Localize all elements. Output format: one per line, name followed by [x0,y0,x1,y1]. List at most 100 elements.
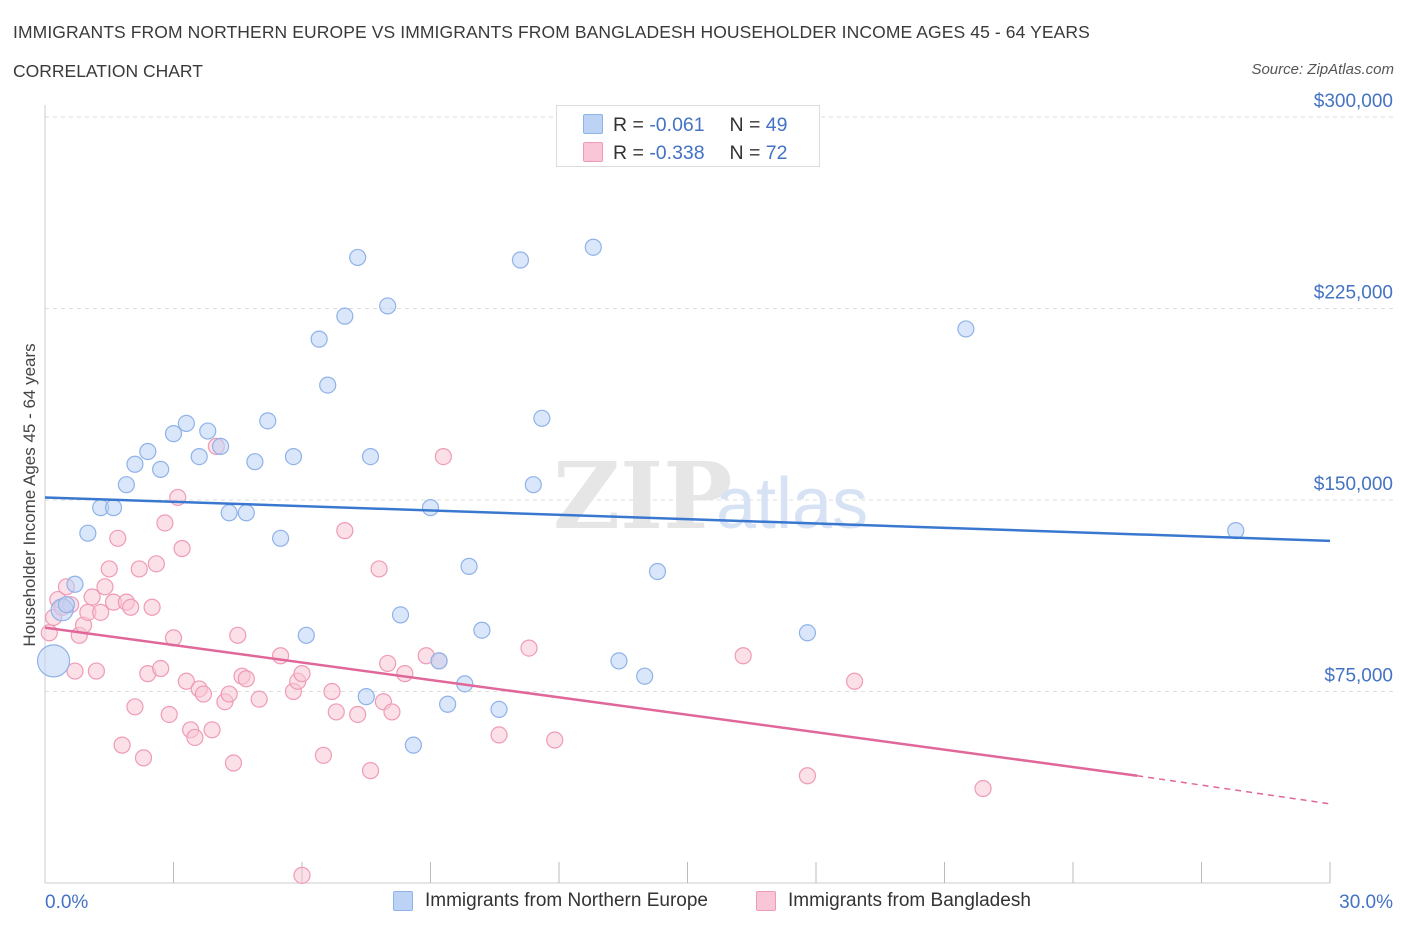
legend-r-value: -0.061 [649,114,705,136]
trend-lines [44,496,1331,805]
data-point [511,251,530,269]
data-point [156,514,174,532]
data-point [610,652,628,670]
data-point [143,598,161,616]
data-point [421,499,440,517]
data-point [391,606,410,624]
watermark-atlas: atlas [716,464,868,544]
source-label: Source: ZipAtlas.com [1251,61,1394,78]
data-point [229,626,247,644]
data-point [100,560,118,578]
data-point [199,422,217,440]
legend-text: R = -0.061 N = 49 [613,114,787,137]
data-point [284,447,303,466]
data-point [203,721,221,739]
data-point [246,453,264,471]
trend-line-northern-europe [44,496,1331,543]
data-point [220,504,238,522]
watermark-zip: ZIP [553,442,732,550]
y-tick-label: $75,000 [1324,666,1393,687]
data-point [349,248,367,267]
data-point [147,555,165,573]
chart-subtitle: CORRELATION CHART [13,61,203,81]
data-point [310,330,328,348]
data-point [152,460,170,478]
data-point [430,652,448,670]
data-point [490,726,508,744]
data-point [126,698,144,716]
data-point [546,731,564,749]
legend-swatch-pink [583,142,603,162]
data-point [160,705,178,724]
legend-n-label: N = [729,114,766,136]
data-point [361,447,380,466]
data-point [490,700,508,718]
data-point [271,529,290,547]
data-point [361,762,380,780]
legend-n-label: N = [729,142,766,164]
data-point [36,644,71,678]
data-point [122,598,140,616]
y-tick-label: $225,000 [1314,283,1393,304]
data-point [349,705,367,724]
data-point [357,688,375,706]
data-point [237,670,255,688]
legend-n-value: 49 [765,114,788,136]
data-point [117,476,135,494]
watermark: ZIP atlas [553,442,868,550]
axes [44,105,1331,884]
data-point [648,562,667,581]
data-point [293,665,311,683]
data-point [134,749,153,767]
y-tick-label: $300,000 [1314,91,1393,112]
stats-legend: R = -0.061 N = 49 R = -0.338 N = 72 [556,105,820,167]
x-tick-max: 30.0% [1339,892,1393,913]
data-point [584,238,602,256]
data-point [259,412,277,430]
data-point [798,767,817,785]
data-point [164,425,183,443]
y-tick-labels: $75,000 $150,000 $225,000 $300,000 [1314,91,1393,687]
data-point [177,672,195,690]
series-northern-europe-points [36,238,1245,754]
data-point [152,659,170,678]
trend-line-bangladesh [44,626,1138,777]
data-point [104,499,123,517]
data-point [473,621,491,639]
bottom-legend-swatch-blue [393,891,413,911]
legend-swatch-blue [583,114,603,134]
data-point [109,529,127,547]
data-point [237,504,255,522]
grid [45,116,1393,692]
data-point [314,746,333,764]
chart-title: IMMIGRANTS FROM NORTHERN EUROPE VS IMMIG… [13,22,1090,42]
data-point [297,626,315,644]
data-point [212,437,230,455]
y-axis-label: Householder Income Ages 45 - 64 years [20,343,39,646]
x-tick-min: 0.0% [45,892,88,913]
data-point [460,557,478,575]
data-point [130,560,148,578]
data-point [327,703,345,721]
data-point [79,524,97,542]
data-point [96,578,114,596]
data-point [845,672,864,690]
data-point [957,320,975,338]
data-point [404,736,422,754]
bottom-legend-label: Immigrants from Northern Europe [425,890,708,911]
data-point [336,522,354,540]
data-point [524,476,542,494]
data-point [113,736,131,754]
data-point [379,297,397,315]
data-point [87,662,106,680]
data-point [92,603,110,621]
data-point [383,703,401,721]
data-point [533,409,551,427]
data-point [126,455,144,473]
data-point [224,754,243,772]
data-point [798,624,817,642]
data-point [734,647,752,665]
data-point [173,539,191,558]
legend-r-value: -0.338 [649,142,705,164]
